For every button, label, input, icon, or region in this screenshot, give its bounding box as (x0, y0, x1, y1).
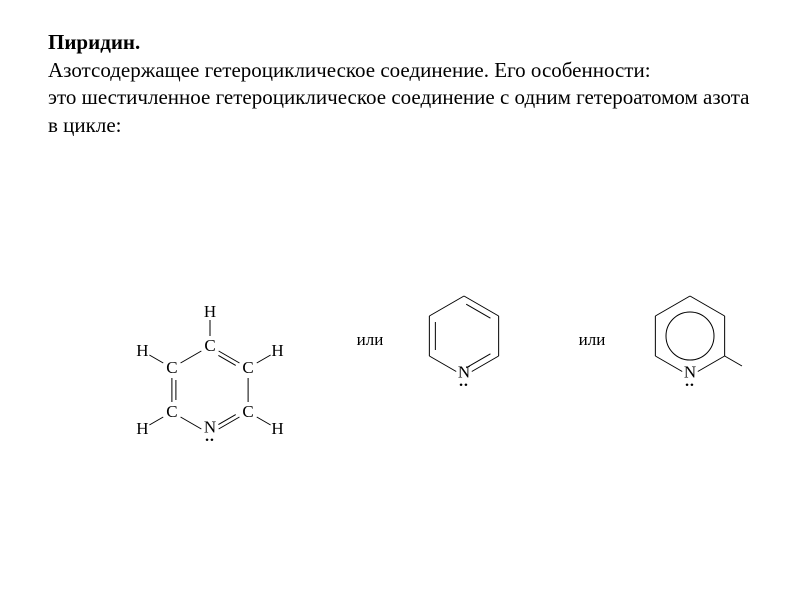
aromatic-svg (630, 252, 750, 422)
paragraph-2: это шестичленное гетероциклическое соеди… (48, 84, 752, 139)
pyridine-skeletal-diagram: CCCN••CCHHHHH (80, 240, 340, 500)
paragraph-1: Азотсодержащее гетероциклическое соедине… (48, 57, 752, 84)
separator-or-1: или (357, 330, 384, 350)
atom-c-0: C (204, 336, 215, 356)
atom-h-4: H (136, 419, 148, 439)
atom-n: N•• (204, 422, 216, 447)
atom-h-2: H (271, 419, 283, 439)
atom-n: N•• (684, 367, 696, 392)
skeletal-svg (80, 240, 340, 500)
atom-c-1: C (242, 358, 253, 378)
title: Пиридин. (48, 30, 752, 55)
atom-h-0: H (204, 302, 216, 322)
kekule-svg (404, 252, 524, 422)
atom-c-5: C (166, 358, 177, 378)
atom-n: N•• (458, 367, 470, 392)
pyridine-aromatic-diagram: N•• (630, 252, 750, 422)
atom-h-1: H (271, 341, 283, 361)
separator-or-2: или (579, 330, 606, 350)
atom-c-4: C (166, 402, 177, 422)
figure-row: CCCN••CCHHHHH или N•• или N•• (0, 240, 800, 560)
pyridine-kekule-diagram: N•• (404, 252, 524, 422)
atom-h-5: H (136, 341, 148, 361)
atom-c-2: C (242, 402, 253, 422)
